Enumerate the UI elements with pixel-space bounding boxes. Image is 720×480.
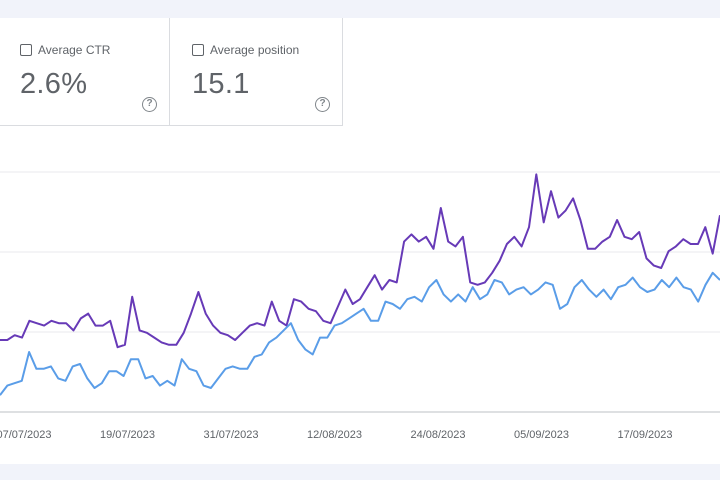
x-tick-label: 12/08/2023 — [307, 429, 362, 441]
x-tick-label: 07/07/2023 — [0, 429, 52, 441]
average-position-card[interactable]: Average position 15.1 ? — [170, 18, 343, 126]
metric-row: Average CTR 2.6% ? Average position 15.1… — [0, 18, 720, 126]
x-tick-label: 05/09/2023 — [514, 429, 569, 441]
performance-panel: 07/07/2023 19/07/2023 31/07/2023 12/08/2023… — [0, 18, 720, 464]
average-position-header[interactable]: Average position — [192, 43, 299, 57]
average-position-value: 15.1 — [192, 68, 250, 100]
average-ctr-card[interactable]: Average CTR 2.6% ? — [0, 18, 170, 126]
average-position-label: Average position — [210, 43, 300, 57]
x-tick-label: 17/09/2023 — [617, 429, 672, 441]
help-icon[interactable]: ? — [142, 97, 157, 112]
average-position-checkbox[interactable] — [192, 44, 204, 56]
average-ctr-label: Average CTR — [38, 43, 111, 57]
x-tick-label: 31/07/2023 — [203, 429, 258, 441]
x-tick-label: 24/08/2023 — [410, 429, 465, 441]
performance-chart: 07/07/2023 19/07/2023 31/07/2023 12/08/2023… — [0, 171, 720, 441]
average-position-line — [0, 271, 720, 396]
help-icon[interactable]: ? — [315, 97, 330, 112]
average-ctr-line — [0, 173, 720, 349]
average-ctr-checkbox[interactable] — [20, 44, 32, 56]
x-tick-label: 19/07/2023 — [100, 429, 155, 441]
average-ctr-value: 2.6% — [20, 68, 88, 100]
average-ctr-header[interactable]: Average CTR — [20, 43, 110, 57]
